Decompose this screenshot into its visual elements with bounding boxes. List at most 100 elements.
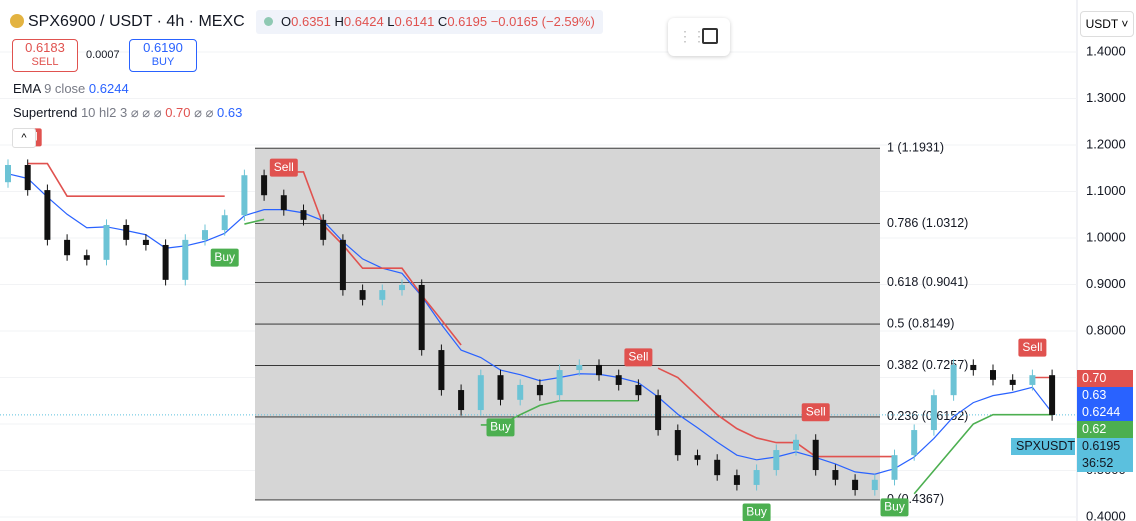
candle-body: [320, 219, 327, 240]
candle-body: [950, 364, 957, 396]
fib-label: 1 (1.1931): [887, 141, 944, 155]
collapse-button[interactable]: ^: [12, 128, 36, 148]
ohlc-value: 0.6351: [291, 14, 331, 29]
ohlc-key: C: [437, 14, 448, 29]
currency: USDT: [1085, 17, 1119, 31]
ohlc-legend: O0.6351 H0.6424 L0.6141 C0.6195 −0.0165 …: [256, 10, 603, 34]
indicator-line: [7, 173, 1053, 475]
indicator-params: ⌀ ⌀ ⌀: [130, 105, 162, 120]
widget-icon[interactable]: [702, 28, 718, 44]
sell-price: 0.6183: [25, 40, 65, 55]
price-tag-label: 0.6244: [1082, 404, 1121, 419]
signal-badge: [269, 158, 298, 177]
indicator-params: 9 close: [44, 81, 86, 96]
fib-label: 0.618 (0.9041): [887, 275, 968, 289]
fib-label: 0.236 (0.6152): [887, 409, 968, 423]
ohlc-value: 0.6195: [447, 14, 488, 29]
candle-body: [458, 390, 465, 411]
sell-button[interactable]: 0.6183 SELL: [12, 39, 78, 72]
y-tick-label: 0.8000: [1086, 322, 1126, 337]
candle-body: [911, 430, 918, 456]
symbol-header: SPX6900 / USDT · 4h · MEXC: [10, 13, 245, 31]
signal-label: Sell: [628, 350, 648, 364]
signal-label: Sell: [1022, 340, 1042, 354]
candle-body: [733, 475, 740, 485]
candle-body: [477, 375, 484, 411]
candle-body: [615, 375, 622, 385]
symbol-tag: SPXUSDT: [1011, 437, 1075, 455]
signal-badge: [624, 348, 653, 367]
price-tag-label: 0.62: [1082, 421, 1107, 436]
candle-body: [241, 175, 248, 216]
sell-label: SELL: [31, 56, 59, 68]
y-tick-label: 1.0000: [1086, 229, 1126, 244]
candle-body: [280, 195, 287, 211]
candle-body: [852, 479, 859, 491]
signal-label: Buy: [490, 420, 511, 434]
candle-body: [202, 230, 208, 240]
y-tick-label: 0.9000: [1086, 276, 1126, 291]
candle-body: [714, 459, 721, 476]
candle-body: [773, 450, 780, 471]
candle-body: [871, 479, 878, 491]
symbol-icon: [10, 14, 24, 28]
toolbar[interactable]: ⋮⋮: [668, 18, 730, 56]
price-tag-label: 0.70: [1082, 370, 1107, 385]
candle-body: [655, 395, 662, 431]
candle-body: [359, 290, 366, 300]
price-tag: 0.6244: [1077, 403, 1133, 421]
candle-body: [182, 239, 189, 280]
signal-label: Sell: [274, 160, 294, 174]
candle-body: [123, 224, 130, 240]
candle-body: [64, 239, 71, 256]
candle-body: [103, 224, 110, 260]
ema-legend[interactable]: EMA 9 close 0.6244: [13, 81, 129, 96]
candle-body: [674, 430, 681, 456]
currency-select[interactable]: USDT ˅: [1080, 11, 1134, 37]
indicator-value: 0.63: [217, 105, 243, 120]
indicator-params: ⌀ ⌀: [194, 105, 214, 120]
candle-body: [990, 370, 996, 380]
fib-label: 0.382 (0.7257): [887, 358, 968, 372]
candle-body: [930, 395, 937, 431]
candle-body: [399, 284, 405, 291]
signal-badge: [880, 498, 909, 517]
signal-badge: [210, 248, 239, 267]
buy-price: 0.6190: [143, 40, 183, 55]
symbol-title[interactable]: SPX6900 / USDT · 4h · MEXC: [28, 13, 245, 30]
candle-body: [24, 164, 31, 191]
supertrend-legend[interactable]: Supertrend 10 hl2 3 ⌀ ⌀ ⌀ 0.70 ⌀ ⌀ 0.63: [13, 105, 242, 121]
candle-body: [635, 384, 642, 396]
candle-body: [162, 244, 169, 280]
signal-badge: [742, 503, 771, 521]
candle-body: [379, 290, 386, 300]
signal-label: Buy: [746, 505, 767, 519]
candle-body: [793, 439, 799, 451]
candle-body: [261, 175, 268, 196]
indicator-name: EMA: [13, 81, 41, 96]
candle-body: [576, 364, 583, 371]
price-tag: 0.6195 36:52: [1077, 437, 1133, 472]
y-tick-label: 1.1000: [1086, 183, 1126, 198]
candle-body: [438, 350, 445, 391]
y-tick-label: 0.4000: [1086, 508, 1126, 521]
y-tick-label: 1.3000: [1086, 90, 1126, 105]
ohlc-value: 0.6424: [343, 14, 384, 29]
candle-body: [1029, 375, 1036, 385]
candle-body: [5, 164, 11, 183]
buy-button[interactable]: 0.6190 BUY: [129, 39, 197, 72]
signal-badge: [486, 418, 515, 437]
drag-handle[interactable]: ⋮⋮: [678, 28, 706, 44]
signal-label: Sell: [806, 404, 826, 418]
signal-badge: [801, 403, 830, 422]
candle-body: [142, 239, 149, 245]
buy-label: BUY: [151, 56, 175, 68]
indicator-params: 10 hl2 3: [80, 105, 128, 120]
candle-body: [556, 370, 563, 396]
y-tick-label: 1.2000: [1086, 136, 1126, 151]
ohlc-key: H: [334, 14, 344, 29]
candle-body: [753, 470, 760, 485]
price-tag: 0.70: [1077, 369, 1133, 387]
candle-body: [832, 470, 839, 480]
